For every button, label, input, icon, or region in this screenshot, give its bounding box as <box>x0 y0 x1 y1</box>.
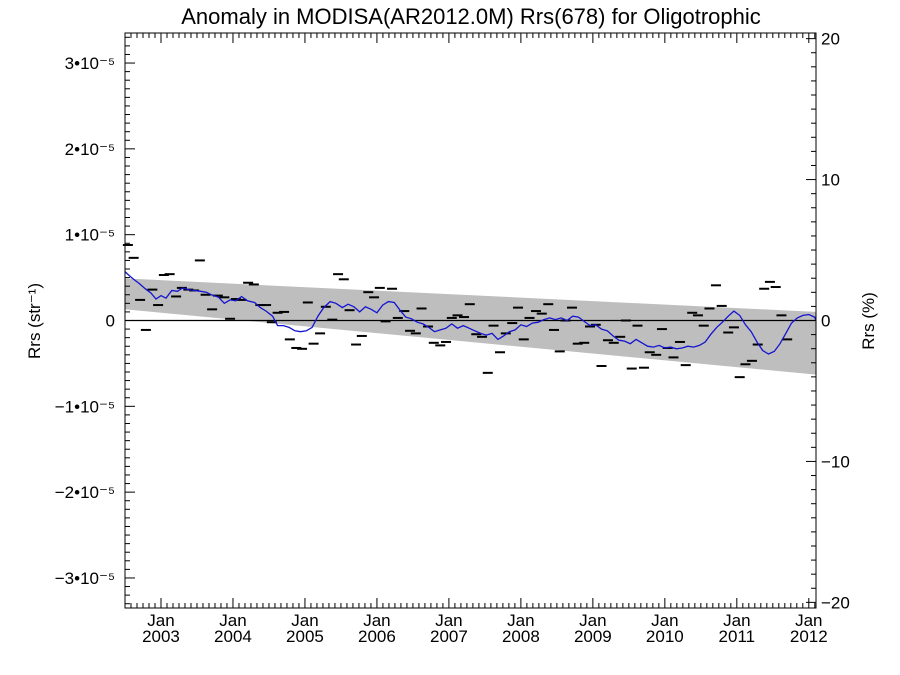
y-left-tick-label: −3•10⁻⁵ <box>55 569 115 588</box>
x-tick-month: Jan <box>651 611 678 630</box>
x-tick-year: 2010 <box>646 627 684 646</box>
x-tick-month: Jan <box>147 611 174 630</box>
y-axis-right-title: Rrs (%) <box>859 292 878 350</box>
y-left-tick-label: −1•10⁻⁵ <box>55 397 115 416</box>
y-right-tick-label: −10 <box>821 452 850 471</box>
x-tick-month: Jan <box>723 611 750 630</box>
y-right-tick-label: 10 <box>821 171 840 190</box>
x-tick-month: Jan <box>579 611 606 630</box>
smoothed-anomaly-line <box>124 271 817 355</box>
x-tick-year: 2012 <box>790 627 828 646</box>
right-y-axis: 20 10 0 −10 −20 <box>806 30 850 612</box>
x-tick-year: 2009 <box>574 627 612 646</box>
x-tick-year: 2003 <box>142 627 180 646</box>
trend-band <box>125 278 816 375</box>
left-y-axis: 3•10⁻⁵ 2•10⁻⁵ 1•10⁻⁵ 0 −1•10⁻⁵ −2•10⁻⁵ −3•10⁻⁵ <box>55 36 135 605</box>
chart-title: Anomaly in MODISA(AR2012.0M) Rrs(678) fo… <box>181 4 761 29</box>
y-axis-left-title: Rrs (str⁻¹) <box>25 283 44 359</box>
y-left-tick-label: 0 <box>106 312 115 331</box>
x-tick-month: Jan <box>507 611 534 630</box>
x-tick-year: 2005 <box>286 627 324 646</box>
trend-band-layer <box>125 278 816 375</box>
x-tick-year: 2007 <box>430 627 468 646</box>
x-tick-year: 2008 <box>502 627 540 646</box>
x-axis: Jan2003Jan2004Jan2005Jan2006Jan2007Jan20… <box>124 33 828 646</box>
x-tick-year: 2011 <box>719 627 756 646</box>
y-right-tick-label: 0 <box>821 312 830 331</box>
x-tick-month: Jan <box>291 611 318 630</box>
x-tick-month: Jan <box>795 611 822 630</box>
x-tick-month: Jan <box>435 611 462 630</box>
x-tick-year: 2006 <box>358 627 396 646</box>
y-right-tick-label: −20 <box>821 593 850 612</box>
plot-area <box>122 32 817 609</box>
x-tick-month: Jan <box>363 611 390 630</box>
x-tick-year: 2004 <box>214 627 252 646</box>
y-right-tick-label: 20 <box>821 30 840 49</box>
y-left-tick-label: −2•10⁻⁵ <box>55 483 115 502</box>
x-tick-month: Jan <box>219 611 246 630</box>
smoothed-anomaly-layer <box>124 271 817 355</box>
y-left-tick-label: 2•10⁻⁵ <box>65 140 115 159</box>
y-left-tick-label: 3•10⁻⁵ <box>65 54 115 73</box>
y-left-tick-label: 1•10⁻⁵ <box>65 226 115 245</box>
